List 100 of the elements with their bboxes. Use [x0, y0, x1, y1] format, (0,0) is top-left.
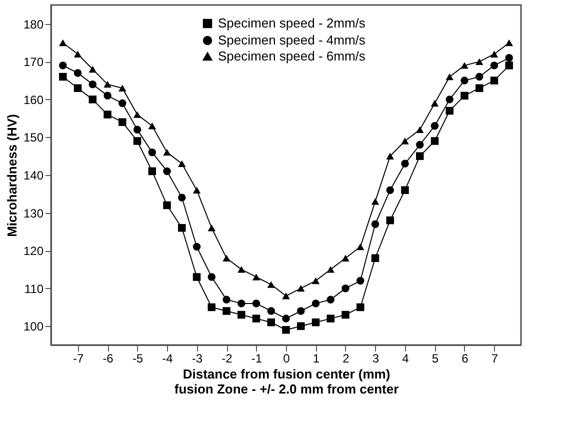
- point: [59, 62, 67, 70]
- point: [208, 273, 216, 281]
- point: [342, 284, 350, 292]
- x-tick-label: 3: [372, 352, 380, 366]
- point: [475, 72, 484, 81]
- point: [104, 80, 112, 88]
- point: [326, 296, 334, 304]
- point: [401, 186, 409, 194]
- y-tick-label: 160: [23, 92, 44, 107]
- point: [222, 254, 230, 262]
- point: [252, 314, 260, 322]
- point: [312, 277, 320, 284]
- x-tick-label: -6: [102, 352, 114, 366]
- point: [297, 284, 305, 292]
- point: [297, 322, 305, 330]
- point: [238, 300, 246, 308]
- point: [282, 292, 290, 300]
- point: [460, 62, 468, 69]
- point: [222, 307, 230, 315]
- x-tick-label: 4: [402, 352, 410, 366]
- x-tick-label: 7: [491, 352, 498, 366]
- point: [238, 266, 246, 273]
- point: [74, 69, 82, 77]
- point: [416, 126, 424, 134]
- legend-label: Specimen speed - 4mm/s: [218, 32, 366, 48]
- point: [282, 326, 290, 334]
- point: [342, 310, 350, 319]
- x-tick-label: -5: [132, 352, 144, 366]
- point: [133, 126, 142, 134]
- point: [148, 167, 156, 176]
- x-tick-label: -7: [72, 352, 84, 366]
- legend-label: Specimen speed - 2mm/s: [218, 16, 366, 30]
- point: [208, 224, 216, 232]
- point: [178, 160, 186, 168]
- point: [446, 106, 454, 115]
- x-tick-label: -2: [222, 352, 233, 366]
- point: [430, 137, 439, 145]
- point: [222, 296, 230, 304]
- point: [416, 152, 424, 160]
- point: [163, 201, 171, 210]
- y-tick-label: 170: [23, 55, 44, 70]
- point: [267, 318, 275, 326]
- point: [475, 58, 484, 66]
- x-tick-label: 0: [283, 352, 290, 366]
- point: [297, 307, 305, 315]
- point: [356, 243, 364, 250]
- point: [371, 198, 380, 205]
- point: [430, 100, 439, 107]
- point: [74, 84, 82, 92]
- point: [104, 110, 112, 118]
- x-tick-label: -1: [251, 352, 262, 366]
- point: [326, 266, 334, 273]
- point: [192, 273, 201, 281]
- point: [252, 300, 260, 308]
- point: [178, 194, 186, 202]
- y-tick-label: 120: [23, 244, 44, 258]
- point: [312, 300, 320, 308]
- y-tick-label: 100: [23, 320, 44, 334]
- point: [208, 303, 216, 312]
- point: [430, 122, 439, 130]
- point: [192, 242, 201, 251]
- point: [326, 314, 334, 322]
- y-tick-label: 110: [24, 282, 44, 296]
- point: [148, 122, 156, 130]
- point: [475, 84, 484, 92]
- point: [386, 186, 394, 194]
- point: [267, 281, 275, 288]
- point: [118, 99, 126, 108]
- legend-label: Specimen speed - 6mm/s: [218, 48, 366, 64]
- point: [401, 160, 409, 168]
- point: [163, 167, 171, 176]
- point: [446, 73, 454, 80]
- x-tick-label: 6: [462, 352, 469, 366]
- point: [371, 254, 380, 262]
- point: [59, 39, 67, 46]
- point: [133, 111, 142, 118]
- point: [356, 303, 364, 312]
- point: [490, 76, 498, 84]
- point: [312, 318, 320, 326]
- point: [59, 72, 67, 81]
- point: [416, 140, 424, 149]
- x-axis-title: Distance from fusion center (mm) fusion Zone - +/- 2.0 mm from center: [174, 366, 399, 396]
- y-tick-label: 180: [23, 17, 44, 32]
- y-axis-title: Microhardness (HV): [4, 114, 20, 237]
- point: [490, 50, 498, 58]
- point: [74, 50, 82, 58]
- point: [163, 148, 171, 156]
- y-tick-label: 140: [23, 168, 44, 182]
- point: [342, 254, 350, 262]
- point: [505, 39, 513, 46]
- point: [371, 220, 380, 228]
- point: [118, 118, 126, 126]
- point: [104, 92, 112, 100]
- x-tick-label: -4: [162, 352, 174, 366]
- point: [446, 96, 454, 104]
- point: [460, 76, 468, 84]
- y-tick-label: 130: [23, 206, 44, 220]
- x-tick-label: 1: [312, 352, 320, 366]
- x-tick-label: 5: [432, 352, 439, 366]
- point: [178, 224, 186, 232]
